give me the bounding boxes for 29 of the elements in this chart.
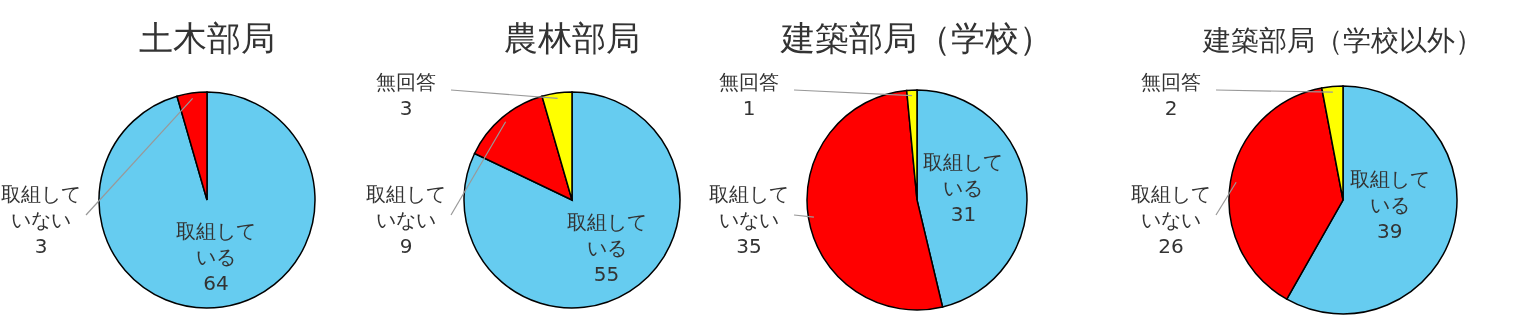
data-label: 3 [34, 234, 48, 258]
slice-label: 取組している [923, 149, 1004, 200]
slice-label: 取組していない [366, 182, 446, 232]
data-label: 39 [1377, 219, 1403, 244]
slice-label: 無回答 [1141, 70, 1201, 94]
data-label: 3 [399, 96, 413, 120]
chart-title: 農林部局 [504, 18, 640, 58]
slice-label: 取組していない [709, 182, 789, 232]
chart-title: 土木部局 [139, 18, 275, 58]
slice-label: 無回答 [719, 70, 779, 94]
pie-slice [463, 91, 681, 309]
slice-label: 取組している [566, 209, 647, 260]
slice-label: 取組していない [1, 182, 81, 232]
pie-slice [98, 91, 316, 309]
data-label: 31 [950, 201, 977, 226]
data-label: 1 [742, 96, 756, 120]
chart-title: 建築部局（学校以外） [1202, 24, 1483, 57]
chart-title: 建築部局（学校） [780, 18, 1053, 58]
data-label: 35 [736, 234, 762, 258]
data-label: 64 [203, 271, 229, 296]
slice-label: 取組している [176, 219, 257, 270]
slice-label: 無回答 [376, 70, 436, 94]
data-label: 55 [593, 261, 620, 286]
data-label: 26 [1158, 234, 1184, 258]
slice-label: 取組している [1349, 167, 1430, 218]
slice-label: 取組していない [1131, 182, 1211, 232]
pie-slice [473, 95, 573, 201]
data-label: 9 [399, 234, 413, 258]
data-label: 2 [1164, 96, 1178, 120]
